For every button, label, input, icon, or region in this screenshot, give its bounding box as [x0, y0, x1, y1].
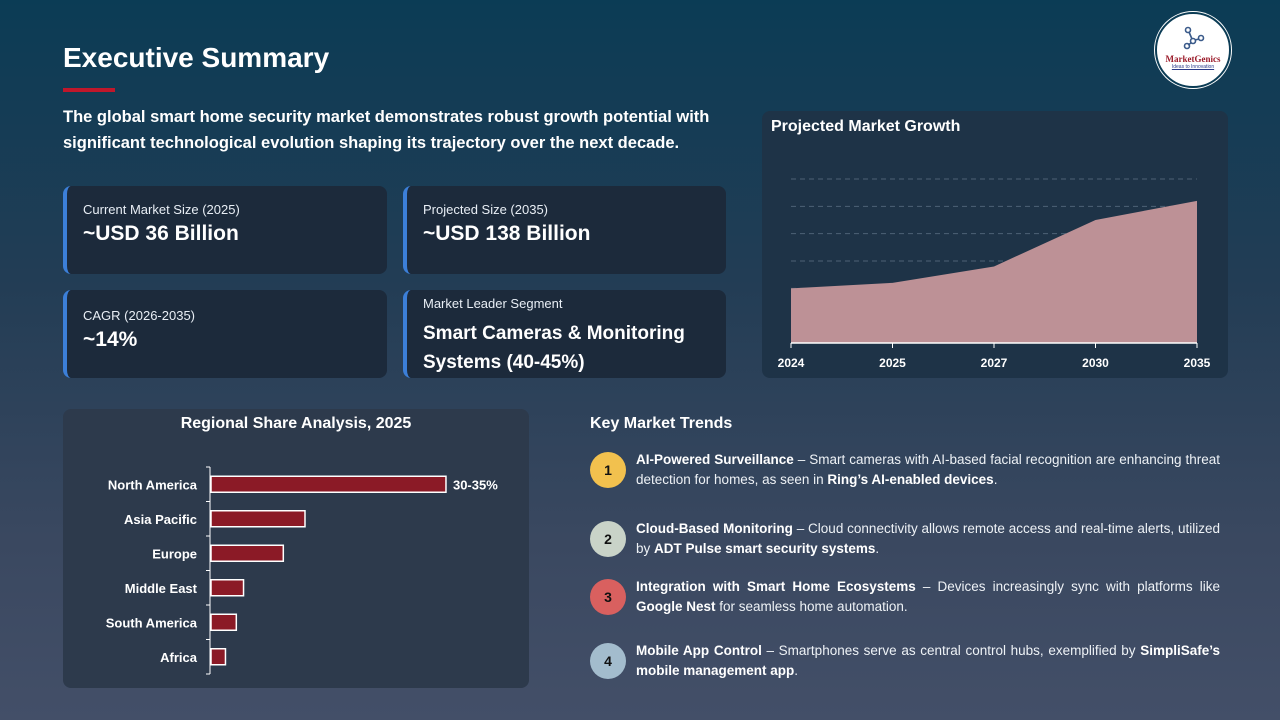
trend-tail: .	[993, 471, 998, 487]
logo-name: MarketGenics	[1165, 54, 1221, 64]
trend-highlight: Google Nest	[636, 598, 716, 614]
logo: MarketGenics Ideas to Innovation	[1155, 12, 1231, 88]
bar	[210, 648, 227, 666]
data-label: 30-35%	[453, 477, 498, 492]
trend-item: 1 AI-Powered Surveillance – Smart camera…	[590, 450, 1220, 489]
bar	[210, 613, 238, 631]
card-value: ~USD 138 Billion	[423, 222, 591, 245]
card-cagr: CAGR (2026-2035) ~14%	[63, 290, 387, 378]
bar	[210, 475, 447, 493]
trend-title: Mobile App Control	[636, 643, 762, 658]
trend-highlight: ADT Pulse smart security systems	[654, 540, 876, 556]
trend-title: Integration with Smart Home Ecosystems	[636, 579, 916, 594]
x-tick-label: 2035	[1184, 356, 1211, 370]
trend-text: Cloud-Based Monitoring – Cloud connectiv…	[636, 519, 1220, 558]
intro-text: The global smart home security market de…	[63, 108, 710, 152]
chart-title: Regional Share Analysis, 2025	[180, 415, 412, 432]
region-chart-panel: Regional Share Analysis, 2025 North Amer…	[63, 409, 529, 688]
x-tick-label: 2027	[981, 356, 1008, 370]
trend-tail: for seamless home automation.	[715, 598, 908, 614]
trend-tail: .	[875, 540, 880, 556]
trend-desc: – Smart cameras with AI-based facial rec…	[636, 452, 1220, 487]
card-value: ~USD 36 Billion	[83, 222, 239, 245]
trend-desc: – Cloud connectivity allows remote acces…	[636, 521, 1221, 556]
card-label: CAGR (2026-2035)	[83, 308, 195, 323]
category-label: Africa	[160, 650, 198, 665]
category-label: North America	[108, 477, 198, 492]
bar	[210, 544, 285, 562]
card-label: Projected Size (2035)	[423, 202, 549, 217]
trend-title: AI-Powered Surveillance	[636, 452, 794, 467]
trend-number-badge: 1	[590, 452, 626, 488]
growth-chart-panel: Projected Market Growth 2024 2025 2027 2030…	[762, 111, 1228, 378]
trend-tail: .	[794, 662, 799, 678]
chart-title: Projected Market Growth	[771, 118, 961, 135]
area-series	[791, 200, 1197, 343]
trend-title: Cloud-Based Monitoring	[636, 521, 793, 536]
card-value: ~14%	[83, 328, 138, 351]
title-underline	[63, 88, 115, 92]
logo-tagline: Ideas to Innovation	[1171, 64, 1215, 70]
trend-highlight: Ring’s AI-enabled devices	[827, 471, 994, 487]
trend-item: 3 Integration with Smart Home Ecosystems…	[590, 577, 1220, 616]
area-chart: 2024 2025 2027 2030 2035	[778, 178, 1211, 370]
category-label: Middle East	[125, 581, 198, 596]
trend-item: 4 Mobile App Control – Smartphones serve…	[590, 641, 1220, 680]
trend-item: 2 Cloud-Based Monitoring – Cloud connect…	[590, 519, 1220, 558]
trend-highlight: SimpliSafe’s mobile management app	[636, 643, 1221, 678]
x-tick-label: 2024	[778, 356, 805, 370]
trend-number-badge: 4	[590, 643, 626, 679]
trend-desc: – Smartphones serve as central control h…	[761, 643, 1141, 658]
card-label: Market Leader Segment	[423, 296, 563, 311]
trend-text: Integration with Smart Home Ecosystems –…	[636, 577, 1220, 616]
bar	[210, 510, 306, 528]
network-icon	[1183, 26, 1205, 50]
card-market-leader: Market Leader Segment Smart Cameras & Mo…	[403, 290, 726, 378]
card-current-market-size: Current Market Size (2025) ~USD 36 Billi…	[63, 186, 387, 274]
page-title: Executive Summary	[63, 42, 330, 73]
trend-text: Mobile App Control – Smartphones serve a…	[636, 641, 1220, 680]
card-label: Current Market Size (2025)	[83, 202, 240, 217]
trend-number-badge: 2	[590, 521, 626, 557]
category-label: Asia Pacific	[124, 512, 197, 527]
category-label: Europe	[152, 546, 197, 561]
trend-desc: – Devices increasingly sync with platfor…	[915, 579, 1220, 594]
trend-text: AI-Powered Surveillance – Smart cameras …	[636, 450, 1220, 489]
bar	[210, 579, 245, 597]
x-tick-label: 2030	[1082, 356, 1109, 370]
trends-title: Key Market Trends	[590, 415, 733, 432]
card-projected-size: Projected Size (2035) ~USD 138 Billion	[403, 186, 726, 274]
trend-number-badge: 3	[590, 579, 626, 615]
category-label: South America	[106, 615, 198, 630]
x-tick-label: 2025	[879, 356, 906, 370]
card-value: Smart Cameras & Monitoring Systems (40-4…	[423, 323, 685, 373]
bar-chart: North America 30-35% Asia Pacific Europe Mid…	[106, 466, 498, 675]
